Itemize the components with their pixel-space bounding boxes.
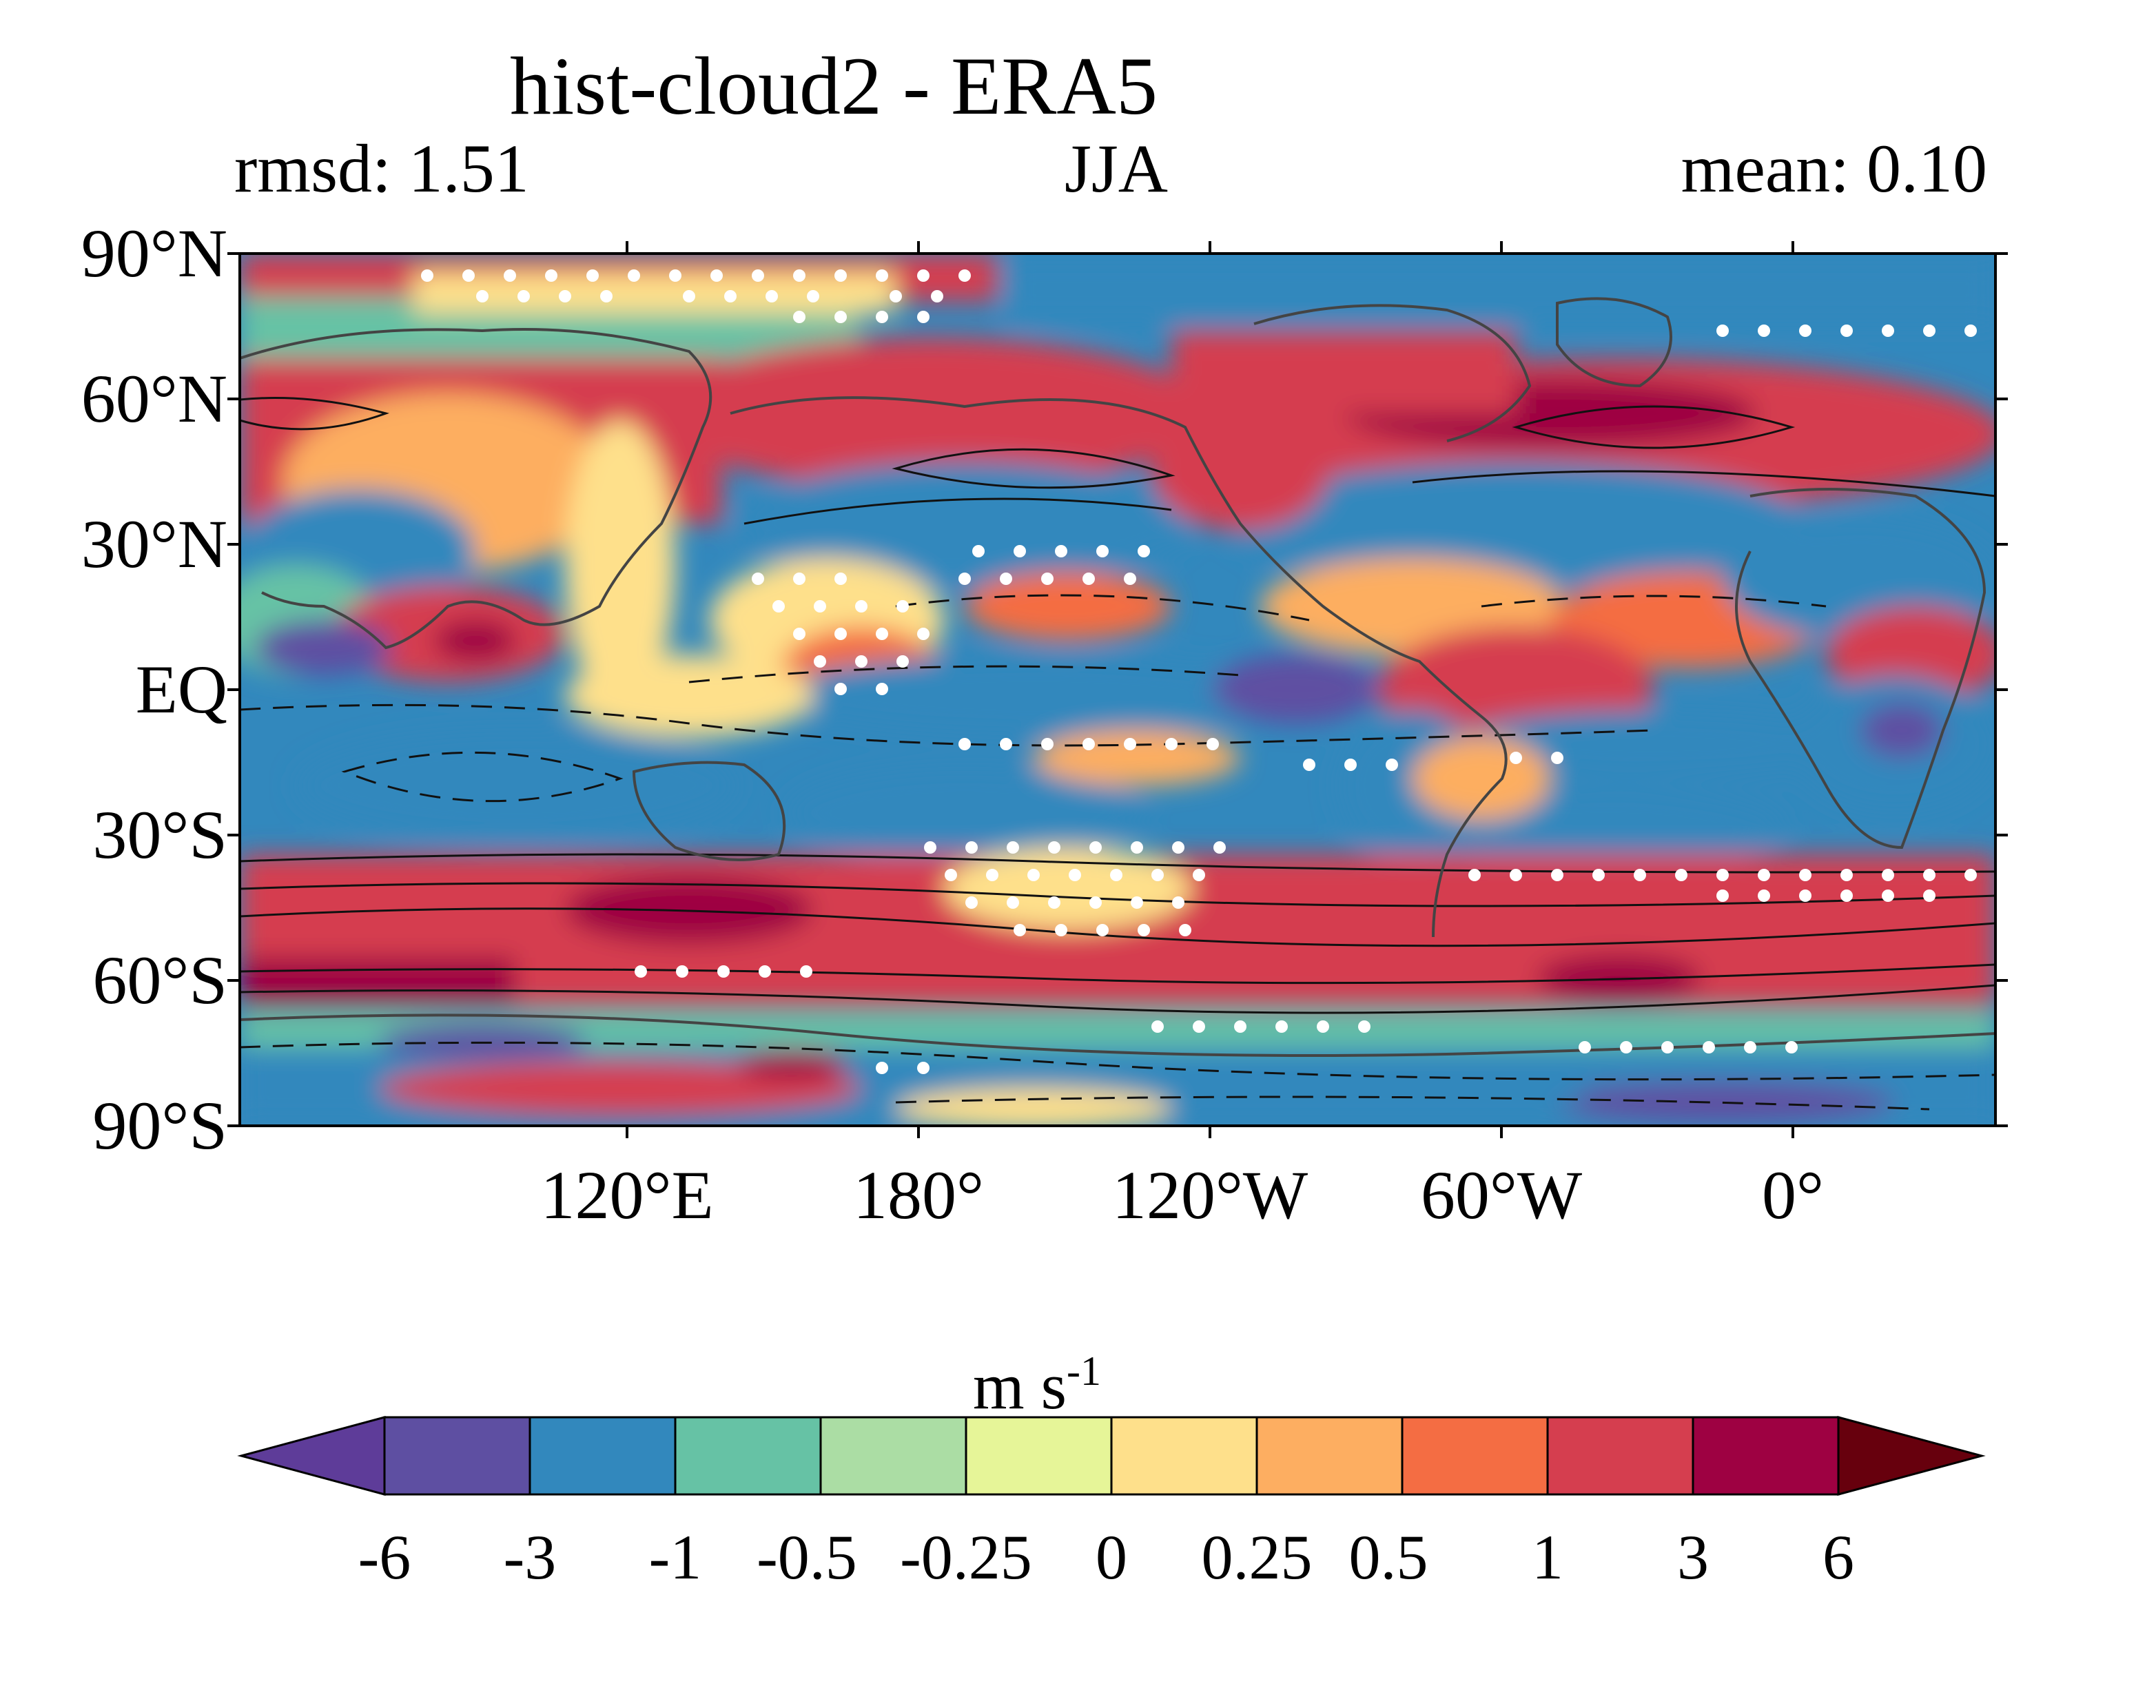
lat-tick-label: 30°N: [81, 506, 227, 582]
colorbar-tick-label: -3: [503, 1522, 557, 1592]
lon-tick-label: 60°W: [1420, 1157, 1583, 1233]
map-frame: [227, 241, 2008, 1138]
colorbar-swatch: [819, 1416, 967, 1496]
lat-tick-label: 90°S: [92, 1087, 227, 1164]
colorbar-swatch: [1692, 1416, 1840, 1496]
lon-tick-label: 120°W: [1111, 1157, 1308, 1233]
colorbar-tick-label: -0.5: [757, 1522, 857, 1592]
lon-tick-label: 180°: [853, 1157, 984, 1233]
colorbar-extend-high: [1837, 1416, 1986, 1496]
lon-tick-label: 0°: [1762, 1157, 1824, 1233]
colorbar-tick-label: -1: [648, 1522, 702, 1592]
colorbar-swatch: [528, 1416, 677, 1496]
colorbar-tick-label: 0: [1096, 1522, 1127, 1592]
colorbar-unit-exponent: -1: [1067, 1348, 1101, 1394]
lat-tick-label: 60°S: [92, 942, 227, 1018]
season-label: JJA: [1064, 130, 1169, 207]
colorbar-swatch: [1255, 1416, 1404, 1496]
colorbar-swatch: [383, 1416, 531, 1496]
lat-tick-label: EQ: [135, 651, 227, 728]
colorbar-unit-base: m s: [972, 1349, 1067, 1423]
mean-label: mean: 0.10: [1681, 130, 1987, 207]
colorbar-tick-label: 1: [1532, 1522, 1563, 1592]
lat-tick-label: 90°N: [81, 215, 227, 291]
colorbar-unit: m s-1: [899, 1333, 1175, 1424]
colorbar-tick-label: -0.25: [900, 1522, 1032, 1592]
map-title: hist-cloud2 - ERA5: [510, 40, 1158, 132]
wind-difference-field: [240, 254, 1995, 1126]
colorbar-swatch: [965, 1416, 1113, 1496]
rmsd-label: rmsd: 1.51: [234, 130, 529, 207]
lon-tick-label: 120°E: [540, 1157, 714, 1233]
colorbar-tick-label: 3: [1677, 1522, 1709, 1592]
colorbar-extend-low: [237, 1416, 386, 1496]
lat-tick-label: 60°N: [81, 360, 227, 437]
colorbar-tick-label: 6: [1823, 1522, 1854, 1592]
significance-stippling: [421, 269, 1977, 1074]
colorbar-tick-label: 0.5: [1348, 1522, 1428, 1592]
colorbar-swatch: [1546, 1416, 1694, 1496]
colorbar-swatch: [1110, 1416, 1258, 1496]
colorbar-tick-label: -6: [358, 1522, 411, 1592]
colorbar-swatch: [674, 1416, 822, 1496]
lat-tick-label: 30°S: [92, 796, 227, 873]
colorbar-swatch: [1401, 1416, 1549, 1496]
colorbar: [237, 1416, 1986, 1496]
dashed-contour-lines: [240, 594, 1995, 1111]
colorbar-tick-label: 0.25: [1201, 1522, 1313, 1592]
